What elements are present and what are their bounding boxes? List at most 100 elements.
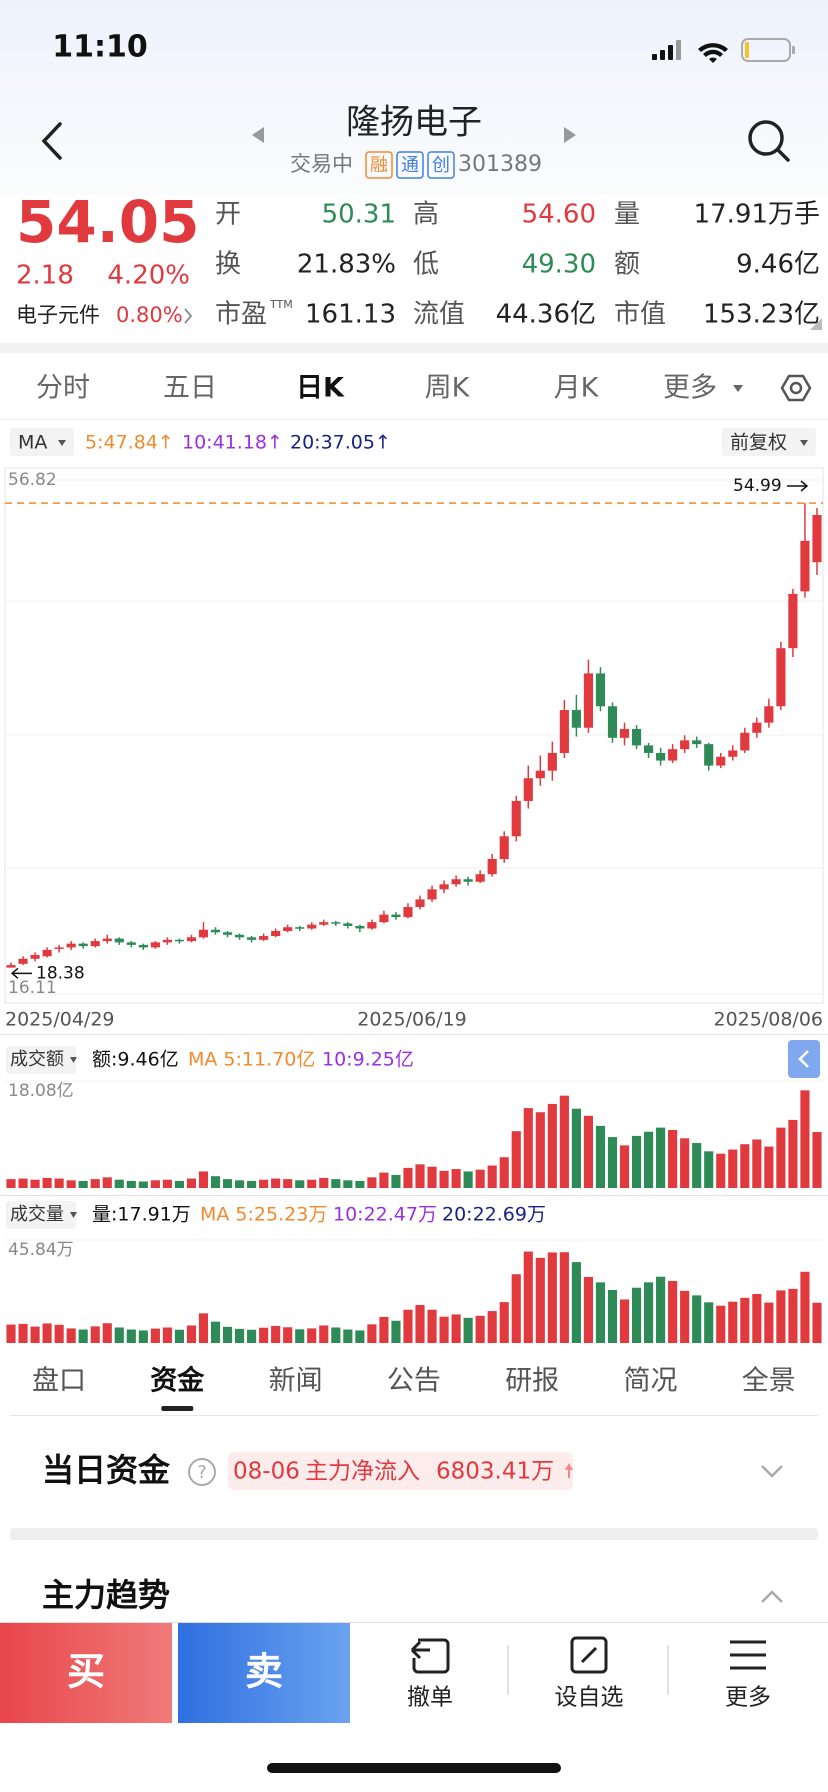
buy-label[interactable]: 买 — [67, 1650, 105, 1694]
volume-bar — [114, 1179, 124, 1188]
volume-bar — [210, 1176, 221, 1188]
field-label: 高 — [413, 200, 439, 230]
period-tab[interactable]: 更多 — [663, 373, 717, 404]
settings-button[interactable] — [780, 374, 812, 402]
panel-selector[interactable] — [6, 1201, 76, 1229]
panel-label: 成交额 — [10, 1049, 64, 1070]
info-tab[interactable]: 盘口 — [32, 1366, 86, 1397]
volume-bar — [812, 1132, 822, 1188]
field-label: 低 — [413, 250, 439, 280]
candle-body — [752, 722, 762, 733]
volume-bar — [271, 1325, 281, 1343]
period-tab[interactable]: 五日 — [163, 373, 217, 404]
volume-bar — [439, 1316, 449, 1343]
field-value: 21.83% — [297, 250, 396, 280]
info-tab[interactable]: 新闻 — [269, 1366, 323, 1397]
panel-legend: 10:9.25亿 — [322, 1049, 414, 1071]
info-tab[interactable]: 资金 — [150, 1365, 205, 1397]
separator — [0, 343, 828, 353]
min-arrow — [10, 967, 32, 979]
candle-body — [379, 914, 389, 923]
info-tab[interactable]: 公告 — [387, 1366, 441, 1397]
price-change: 2.18 — [16, 261, 74, 291]
volume-bar — [30, 1326, 40, 1343]
x-date-label: 2025/04/29 — [5, 1009, 115, 1031]
volume-bar — [331, 1327, 341, 1343]
period-tab[interactable]: 月K — [554, 373, 600, 404]
panel-label: 成交量 — [10, 1204, 64, 1225]
ma-selector[interactable] — [10, 428, 74, 456]
candle-body — [18, 958, 28, 964]
candle-body — [619, 728, 630, 738]
action-label[interactable]: 设自选 — [555, 1685, 624, 1711]
flow-value: 6803.41万 — [436, 1459, 554, 1485]
volume-bar — [66, 1180, 76, 1188]
candle-body — [222, 932, 233, 935]
candle-body — [535, 770, 545, 779]
period-tab[interactable]: 分时 — [36, 373, 90, 404]
volume-bar — [391, 1174, 401, 1188]
volume-bar — [222, 1179, 233, 1188]
collapse-button[interactable] — [761, 1590, 783, 1603]
candle-body — [451, 879, 461, 885]
back-button[interactable] — [41, 122, 62, 160]
buy-button[interactable] — [0, 1623, 172, 1723]
period-tab[interactable]: 日K — [296, 373, 345, 404]
action-label[interactable]: 更多 — [725, 1685, 771, 1711]
search-button[interactable] — [748, 120, 790, 162]
volume-bar — [54, 1324, 64, 1343]
x-date-label: 2025/08/06 — [713, 1009, 823, 1031]
prev-stock[interactable] — [252, 127, 264, 143]
sell-label[interactable]: 卖 — [245, 1650, 283, 1694]
volume-bar — [547, 1103, 557, 1188]
field-label: 换 — [215, 250, 241, 280]
volume-bar — [740, 1297, 750, 1343]
volume-bar — [42, 1323, 52, 1343]
help-icon[interactable] — [188, 1458, 216, 1486]
panel-selector[interactable] — [6, 1046, 76, 1074]
volume-bar — [583, 1276, 593, 1343]
separator — [10, 1415, 818, 1416]
sell-button[interactable] — [178, 1623, 350, 1723]
volume-bar — [571, 1108, 581, 1188]
collapse-tab[interactable] — [788, 1040, 820, 1078]
volume-bar — [247, 1180, 257, 1188]
candle-body — [198, 929, 209, 938]
field-label: 量 — [614, 200, 640, 230]
volume-bar — [283, 1179, 293, 1188]
period-tab[interactable]: 周K — [425, 373, 471, 404]
next-stock[interactable] — [564, 127, 576, 143]
info-tab[interactable]: 全景 — [742, 1366, 796, 1397]
volume-bar — [343, 1329, 353, 1343]
volume-bar — [523, 1251, 533, 1343]
action-label[interactable]: 撤单 — [407, 1685, 453, 1711]
adjust-selector[interactable] — [722, 428, 816, 456]
tab-indicator — [161, 1406, 194, 1411]
volume-bar — [475, 1169, 485, 1188]
volume-bar — [644, 1282, 654, 1343]
volume-bar — [90, 1326, 100, 1343]
volume-bar — [692, 1143, 702, 1188]
volume-bar — [150, 1328, 160, 1343]
info-tab[interactable]: 研报 — [505, 1366, 559, 1397]
volume-bar — [259, 1179, 269, 1188]
volume-bar — [259, 1327, 269, 1343]
info-tab[interactable]: 简况 — [624, 1366, 678, 1397]
candle-body — [126, 942, 136, 945]
candle-body — [150, 942, 160, 948]
candle-body — [283, 927, 293, 931]
volume-bar — [18, 1178, 28, 1188]
field-value: 49.30 — [522, 250, 596, 280]
candle-body — [259, 936, 269, 940]
candle-body — [78, 943, 88, 947]
volume-bar — [235, 1180, 245, 1188]
volume-bar — [331, 1179, 341, 1188]
sector-arrow[interactable] — [184, 308, 193, 324]
candle-body — [186, 937, 197, 942]
expand-button[interactable] — [761, 1465, 783, 1478]
max-arrow — [787, 480, 809, 492]
volume-bar — [812, 1302, 822, 1343]
stock-name: 隆扬电子 — [346, 103, 482, 143]
volume-bar — [355, 1180, 365, 1188]
candle-body — [463, 879, 473, 882]
